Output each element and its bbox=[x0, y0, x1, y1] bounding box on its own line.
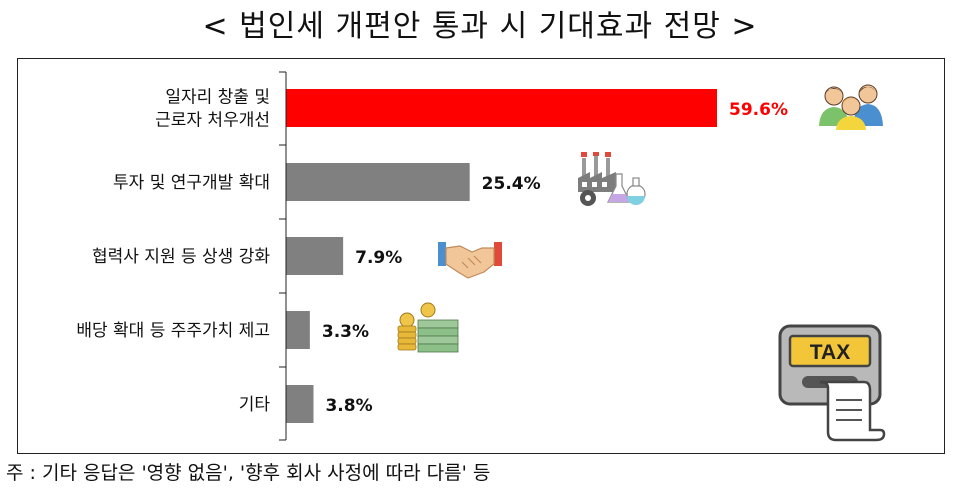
bar-3 bbox=[286, 311, 310, 349]
bar-1 bbox=[286, 163, 470, 201]
value-label-2: 7.9% bbox=[355, 248, 402, 268]
money-stack-icon bbox=[397, 302, 459, 353]
category-label-3-0: 배당 확대 등 주주가치 제고 bbox=[76, 321, 270, 341]
category-label-1-0: 투자 및 연구개발 확대 bbox=[113, 173, 270, 193]
tax-label: TAX bbox=[810, 341, 850, 364]
value-label-0: 59.6% bbox=[729, 100, 788, 120]
value-label-4: 3.8% bbox=[325, 396, 372, 416]
value-label-1: 25.4% bbox=[482, 174, 541, 194]
factory-lab-icon bbox=[578, 152, 646, 206]
category-label-4-0: 기타 bbox=[239, 395, 271, 415]
footnote: 주 : 기타 응답은 '영향 없음', '향후 회사 사정에 따라 다름' 등 bbox=[6, 462, 491, 484]
bar-2 bbox=[286, 237, 344, 275]
people-icon bbox=[819, 84, 883, 130]
category-label-0-1: 근로자 처우개선 bbox=[155, 111, 270, 131]
category-label-2-0: 협력사 지원 등 상생 강화 bbox=[92, 247, 270, 267]
tax-receipt-icon: TAX bbox=[778, 324, 886, 442]
page-title: < 법인세 개편안 통과 시 기대효과 전망 > bbox=[202, 9, 758, 44]
bar-4 bbox=[286, 385, 314, 423]
category-label-0-0: 일자리 창출 및 bbox=[165, 88, 270, 108]
handshake-icon bbox=[438, 242, 502, 279]
value-label-3: 3.3% bbox=[322, 322, 369, 342]
bar-0 bbox=[286, 89, 717, 127]
